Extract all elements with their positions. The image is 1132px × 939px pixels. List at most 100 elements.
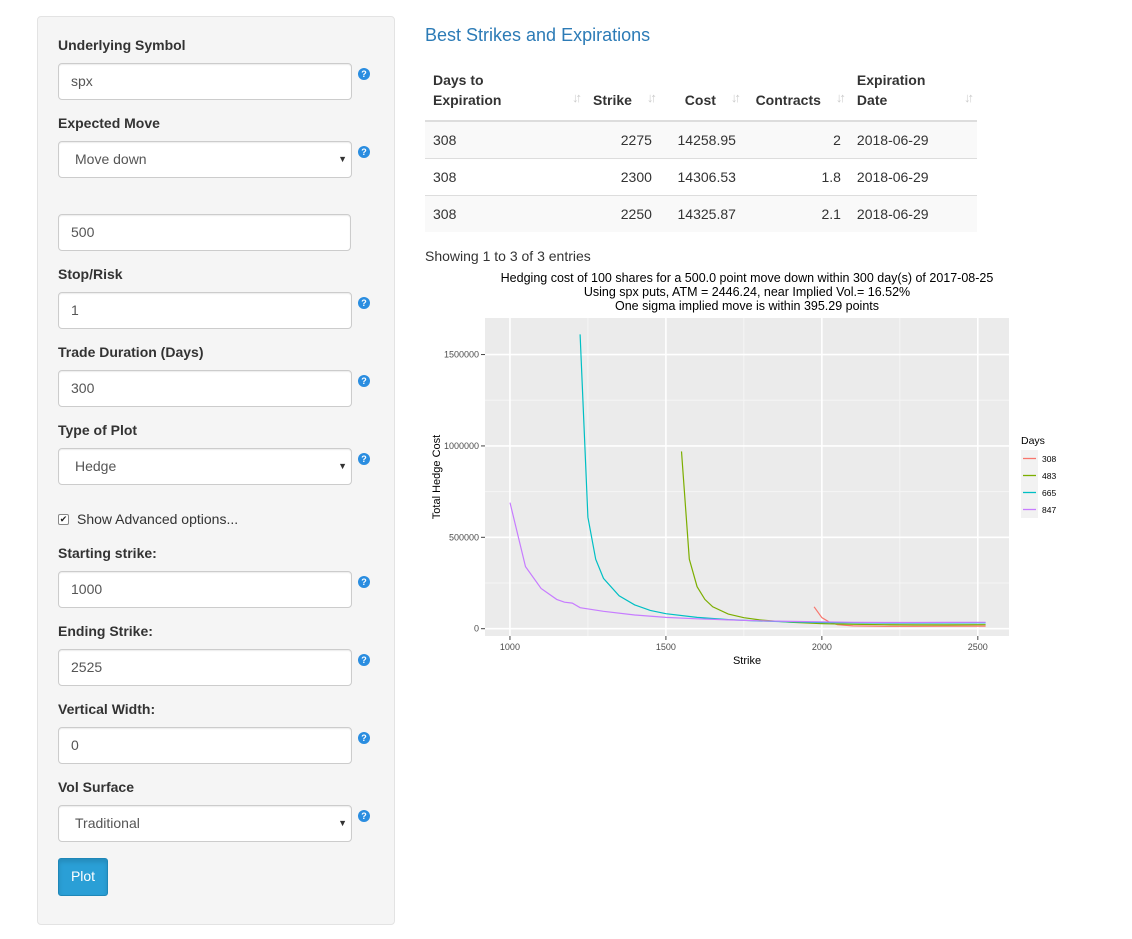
plot-type-value: Hedge	[75, 458, 117, 474]
plot-type-help-icon[interactable]: ?	[358, 453, 370, 465]
expected-move-help-icon[interactable]: ?	[358, 146, 370, 158]
legend-label: 847	[1042, 505, 1056, 515]
advanced-options-label[interactable]: Show Advanced options...	[77, 511, 239, 527]
series-line-483	[680, 451, 986, 626]
vertical-width-input[interactable]: 0	[58, 727, 352, 764]
expected-move-value: Move down	[75, 151, 147, 167]
vol-surface-value: Traditional	[75, 815, 140, 831]
trade-duration-input[interactable]: 300	[58, 370, 352, 407]
cell-cost: 14325.87	[659, 194, 744, 232]
sort-icon: ↓↑	[646, 90, 657, 105]
y-tick-label: 1500000	[444, 350, 479, 360]
move-amount-input[interactable]: 500	[58, 214, 351, 251]
chevron-down-icon: ▼	[338, 461, 347, 471]
x-tick-label: 1500	[656, 642, 676, 652]
vol-surface-select[interactable]: Traditional ▼	[58, 805, 352, 842]
header-label: Expiration	[433, 92, 502, 108]
col-expiration-date[interactable]: Expiration Date ↓↑	[848, 62, 977, 122]
plot-button[interactable]: Plot	[58, 858, 108, 896]
sort-icon: ↓↑	[572, 90, 582, 105]
chart-title-line: One sigma implied move is within 395.29 …	[615, 299, 879, 313]
cell-strike: 2250	[585, 194, 660, 232]
table-row[interactable]: 308 2250 14325.87 2.1 2018-06-29	[425, 194, 977, 232]
table-info: Showing 1 to 3 of 3 entries	[425, 248, 591, 264]
stop-risk-label: Stop/Risk	[58, 266, 123, 282]
starting-strike-input[interactable]: 1000	[58, 571, 352, 608]
cell-cost: 14258.95	[659, 121, 744, 158]
series-line-308	[813, 606, 986, 627]
ending-strike-help-icon[interactable]: ?	[358, 654, 370, 666]
cell-days: 308	[425, 121, 585, 158]
ending-strike-label: Ending Strike:	[58, 623, 153, 639]
plot-type-label: Type of Plot	[58, 422, 138, 438]
cell-strike: 2300	[585, 157, 660, 195]
col-strike[interactable]: Strike ↓↑	[585, 62, 660, 122]
x-tick-label: 1000	[500, 642, 520, 652]
x-tick-label: 2000	[812, 642, 832, 652]
trade-duration-label: Trade Duration (Days)	[58, 344, 204, 360]
sort-icon: ↓↑	[964, 90, 974, 105]
underlying-symbol-label: Underlying Symbol	[58, 37, 186, 53]
y-tick-label: 0	[474, 624, 479, 634]
header-label: Cost	[684, 92, 716, 108]
sort-icon: ↓↑	[730, 90, 741, 105]
vertical-width-help-icon[interactable]: ?	[358, 732, 370, 744]
legend-title: Days	[1021, 435, 1045, 447]
col-cost[interactable]: Cost ↓↑	[659, 62, 744, 122]
plot-type-select[interactable]: Hedge ▼	[58, 448, 352, 485]
header-label: Days to	[433, 72, 484, 88]
starting-strike-label: Starting strike:	[58, 545, 157, 561]
col-contracts[interactable]: Contracts ↓↑	[743, 62, 849, 122]
cell-expiration-date: 2018-06-29	[848, 194, 977, 232]
cell-days: 308	[425, 157, 585, 195]
results-table: Days to Expiration ↓↑ Strike ↓↑ Cost ↓↑ …	[425, 62, 977, 232]
col-days-to-expiration[interactable]: Days to Expiration ↓↑	[425, 62, 585, 122]
chart-title-line: Hedging cost of 100 shares for a 500.0 p…	[501, 271, 994, 285]
cell-contracts: 2	[743, 121, 849, 158]
y-axis-label: Total Hedge Cost	[431, 435, 443, 519]
cell-days: 308	[425, 194, 585, 232]
cell-expiration-date: 2018-06-29	[848, 157, 977, 195]
cell-contracts: 1.8	[743, 157, 849, 195]
y-tick-label: 1000000	[444, 441, 479, 451]
advanced-options-checkbox[interactable]: ✔	[58, 514, 69, 525]
underlying-symbol-input[interactable]: spx	[58, 63, 352, 100]
cell-contracts: 2.1	[743, 194, 849, 232]
expected-move-label: Expected Move	[58, 115, 160, 131]
legend-label: 308	[1042, 454, 1056, 464]
sort-icon: ↓↑	[835, 90, 846, 105]
header-label: Contracts	[755, 92, 821, 108]
cell-cost: 14306.53	[659, 157, 744, 195]
underlying-symbol-help-icon[interactable]: ?	[358, 68, 370, 80]
table-row[interactable]: 308 2275 14258.95 2 2018-06-29	[425, 121, 977, 158]
starting-strike-help-icon[interactable]: ?	[358, 576, 370, 588]
table-header-row: Days to Expiration ↓↑ Strike ↓↑ Cost ↓↑ …	[425, 62, 977, 122]
cell-expiration-date: 2018-06-29	[848, 121, 977, 158]
header-label: Date	[856, 92, 888, 108]
page-title: Best Strikes and Expirations	[425, 25, 651, 45]
vol-surface-label: Vol Surface	[58, 779, 134, 795]
y-tick-label: 500000	[449, 532, 479, 542]
trade-duration-help-icon[interactable]: ?	[358, 375, 370, 387]
cell-strike: 2275	[585, 121, 660, 158]
vertical-width-label: Vertical Width:	[58, 701, 156, 717]
expected-move-select[interactable]: Move down ▼	[58, 141, 352, 178]
legend-label: 483	[1042, 471, 1056, 481]
vol-surface-help-icon[interactable]: ?	[358, 810, 370, 822]
input-panel: Underlying Symbol spx ? Expected Move Mo…	[37, 16, 395, 925]
ending-strike-input[interactable]: 2525	[58, 649, 352, 686]
chevron-down-icon: ▼	[338, 818, 347, 828]
series-line-847	[509, 502, 986, 624]
table-row[interactable]: 308 2300 14306.53 1.8 2018-06-29	[425, 157, 977, 195]
chart-title-line: Using spx puts, ATM = 2446.24, near Impl…	[584, 285, 910, 299]
x-tick-label: 2500	[968, 642, 988, 652]
hedge-cost-chart: Hedging cost of 100 shares for a 500.0 p…	[431, 271, 1056, 667]
header-label: Strike	[593, 92, 632, 108]
x-axis-label: Strike	[733, 655, 761, 667]
header-label: Expiration	[856, 72, 926, 88]
chevron-down-icon: ▼	[338, 154, 347, 164]
plot-panel	[485, 318, 1009, 636]
legend-label: 665	[1042, 488, 1056, 498]
stop-risk-input[interactable]: 1	[58, 292, 352, 329]
stop-risk-help-icon[interactable]: ?	[358, 297, 370, 309]
